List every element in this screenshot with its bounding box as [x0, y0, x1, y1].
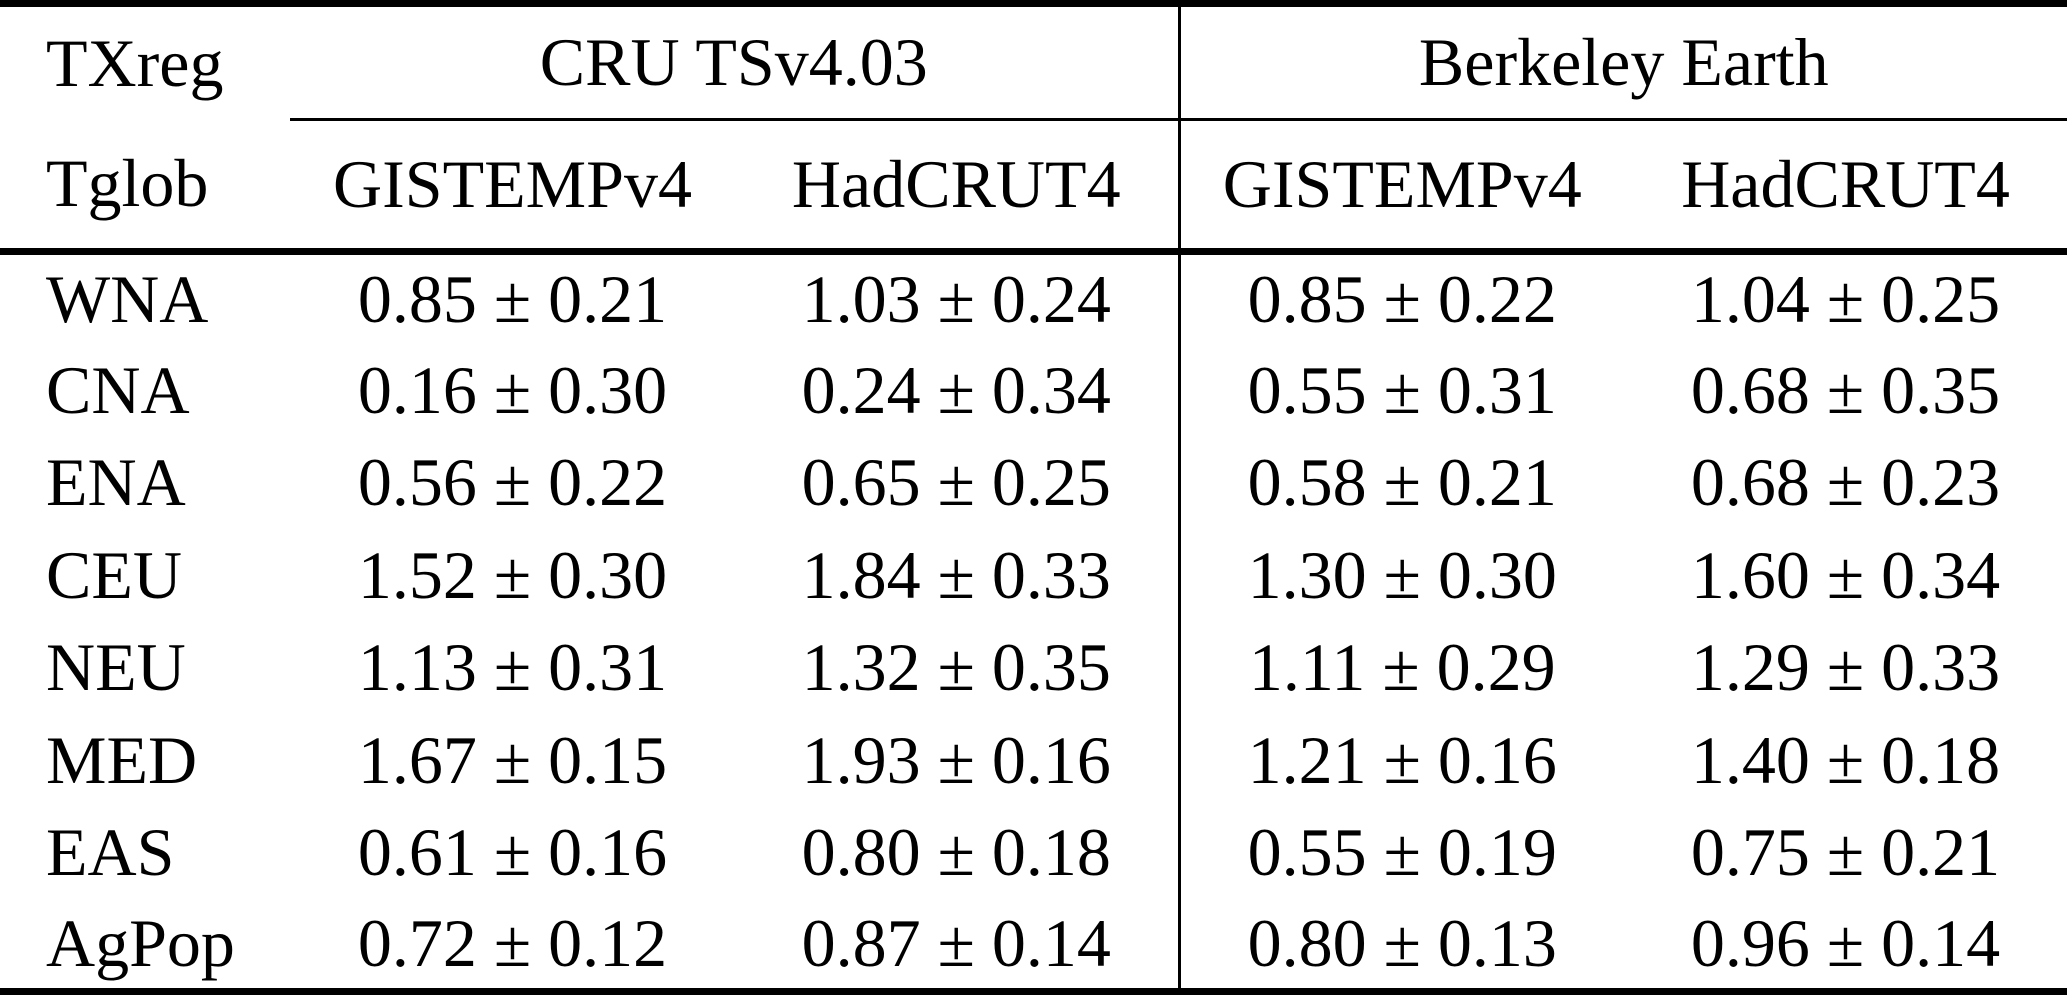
value-cell: 1.60 ± 0.34 — [1690, 536, 2001, 613]
value-cell: 0.85 ± 0.21 — [357, 261, 668, 337]
region-cell: CEU — [46, 536, 182, 613]
value-cell: 0.80 ± 0.18 — [801, 814, 1111, 891]
table-row-agpop: AgPop 0.72 ± 0.12 0.87 ± 0.14 0.80 ± 0.1… — [0, 899, 2067, 992]
value-cell: 1.67 ± 0.15 — [357, 721, 668, 798]
value-cell: 1.11 ± 0.29 — [1177, 621, 1625, 714]
value-cell: 0.85 ± 0.22 — [1177, 251, 1625, 344]
region-cell: ENA — [46, 444, 186, 521]
value-cell: 1.21 ± 0.16 — [1177, 714, 1625, 807]
region-cell: NEU — [46, 629, 186, 706]
value-cell: 1.84 ± 0.33 — [801, 536, 1111, 613]
header-corner-tglob: Tglob — [0, 119, 290, 255]
table-row-wna: WNA 0.85 ± 0.21 1.03 ± 0.24 0.85 ± 0.22 … — [0, 251, 2067, 344]
header-column-row: Tglob GISTEMPv4 HadCRUT4 GISTEMPv4 HadCR… — [0, 119, 2067, 255]
region-cell: WNA — [46, 261, 209, 337]
value-cell: 0.96 ± 0.14 — [1690, 905, 2001, 981]
table-row-neu: NEU 1.13 ± 0.31 1.32 ± 0.35 1.11 ± 0.29 … — [0, 621, 2067, 714]
value-cell: 1.30 ± 0.30 — [1177, 529, 1625, 622]
value-cell: 1.52 ± 0.30 — [357, 536, 668, 613]
value-cell: 0.24 ± 0.34 — [801, 351, 1111, 428]
value-cell: 0.68 ± 0.35 — [1690, 351, 2001, 428]
header-cru-gistempv4: GISTEMPv4 — [290, 119, 735, 255]
value-cell: 0.61 ± 0.16 — [357, 814, 668, 891]
value-cell: 1.32 ± 0.35 — [801, 629, 1111, 706]
table-row-ceu: CEU 1.52 ± 0.30 1.84 ± 0.33 1.30 ± 0.30 … — [0, 529, 2067, 622]
value-cell: 1.03 ± 0.24 — [801, 261, 1111, 337]
value-cell: 0.87 ± 0.14 — [801, 905, 1111, 981]
value-cell: 0.58 ± 0.21 — [1177, 436, 1625, 529]
header-be-gistempv4: GISTEMPv4 — [1177, 119, 1625, 255]
region-cell: AgPop — [46, 905, 235, 981]
value-cell: 0.16 ± 0.30 — [357, 351, 668, 428]
header-group-cru-tsv403: CRU TSv4.03 — [290, 3, 1180, 121]
value-cell: 0.72 ± 0.12 — [357, 905, 668, 981]
value-cell: 1.04 ± 0.25 — [1690, 261, 2001, 337]
value-cell: 1.29 ± 0.33 — [1690, 629, 2001, 706]
header-cru-hadcrut4: HadCRUT4 — [735, 119, 1180, 255]
table-row-cna: CNA 0.16 ± 0.30 0.24 ± 0.34 0.55 ± 0.31 … — [0, 344, 2067, 437]
header-corner-txreg: TXreg — [46, 24, 224, 101]
region-cell: CNA — [46, 351, 190, 428]
value-cell: 1.40 ± 0.18 — [1690, 721, 2001, 798]
value-cell: 0.68 ± 0.23 — [1690, 444, 2001, 521]
value-cell: 1.13 ± 0.31 — [357, 629, 668, 706]
header-group-berkeley-earth: Berkeley Earth — [1177, 3, 2067, 121]
value-cell: 0.80 ± 0.13 — [1177, 899, 1625, 992]
value-cell: 0.56 ± 0.22 — [357, 444, 668, 521]
table-row-eas: EAS 0.61 ± 0.16 0.80 ± 0.18 0.55 ± 0.19 … — [0, 806, 2067, 899]
value-cell: 0.55 ± 0.19 — [1177, 806, 1625, 899]
table-row-ena: ENA 0.56 ± 0.22 0.65 ± 0.25 0.58 ± 0.21 … — [0, 436, 2067, 529]
value-cell: 0.65 ± 0.25 — [801, 444, 1111, 521]
header-group-row: TXreg CRU TSv4.03 Berkeley Earth — [0, 3, 2067, 121]
value-cell: 0.75 ± 0.21 — [1690, 814, 2001, 891]
region-cell: MED — [46, 721, 198, 798]
value-cell: 1.93 ± 0.16 — [801, 721, 1111, 798]
value-cell: 0.55 ± 0.31 — [1177, 344, 1625, 437]
region-cell: EAS — [46, 814, 175, 891]
table-row-med: MED 1.67 ± 0.15 1.93 ± 0.16 1.21 ± 0.16 … — [0, 714, 2067, 807]
header-be-hadcrut4: HadCRUT4 — [1624, 119, 2067, 255]
